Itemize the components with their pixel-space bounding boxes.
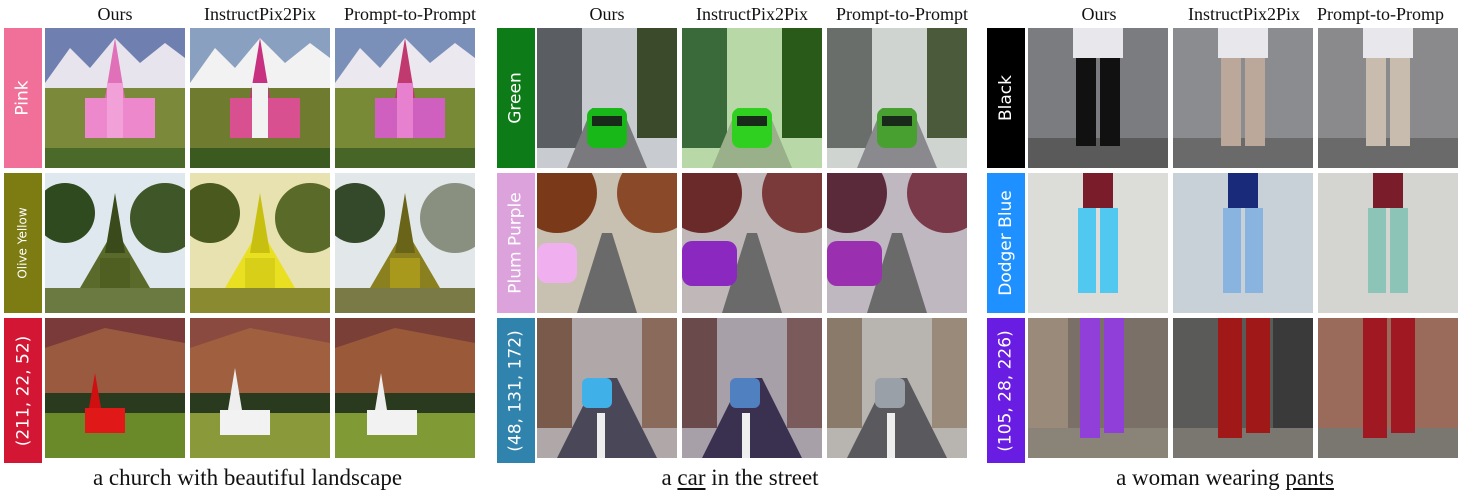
image-pants-black-prompt-to-prompt [1318,28,1458,168]
column-header-ours: Ours [589,4,625,24]
image-pants-purple-instructpix2pix [1173,318,1313,458]
image-pants-purple-ours [1028,318,1168,458]
image-car-green-instructpix2pix [682,28,822,168]
image-church-pink-prompt-to-prompt [335,28,475,168]
caption-church: a church with beautiful landscape [92,465,403,490]
column-header-instructpix2pix: InstructPix2Pix [203,4,316,24]
image-car-green-ours [537,28,677,168]
column-header-instructpix2pix: InstructPix2Pix [695,4,808,24]
church-group: Ours InstructPix2Pix Prompt-to-Prompt Pi… [0,0,480,495]
row-label-plum-purple: Plum Purple [497,173,535,313]
image-pants-blue-ours [1028,173,1168,313]
image-pants-blue-prompt-to-prompt [1318,173,1458,313]
image-church-pink-instructpix2pix [190,28,330,168]
image-pants-black-instructpix2pix [1173,28,1313,168]
image-car-plum-ours [537,173,677,313]
image-church-olive-ours [45,173,185,313]
image-church-pink-ours [45,28,185,168]
image-church-olive-instructpix2pix [190,173,330,313]
row-label-green: Green [497,28,535,168]
row-label-rgb-48-131-172: (48, 131, 172) [497,318,535,463]
row-label-pink: Pink [4,28,42,168]
row-label-rgb-105-28-226: (105, 28, 226) [987,318,1025,463]
image-car-plum-prompt-to-prompt [827,173,967,313]
column-header-ours: Ours [97,4,133,24]
image-pants-blue-instructpix2pix [1173,173,1313,313]
column-header-prompt-to-prompt: Prompt-to-Prompt [343,4,476,24]
image-church-olive-prompt-to-prompt [335,173,475,313]
image-car-plum-instructpix2pix [682,173,822,313]
image-car-blue-ours [537,318,677,458]
column-header-instructpix2pix: InstructPix2Pix [1187,4,1300,24]
row-label-olive-yellow: Olive Yellow [4,173,42,313]
image-car-blue-prompt-to-prompt [827,318,967,458]
image-pants-purple-prompt-to-prompt [1318,318,1458,458]
column-header-ours: Ours [1081,4,1117,24]
image-car-green-prompt-to-prompt [827,28,967,168]
image-pants-black-ours [1028,28,1168,168]
image-car-blue-instructpix2pix [682,318,822,458]
car-group: Ours InstructPix2Pix Prompt-to-Prompt Gr… [495,0,975,495]
caption-woman: a woman wearing pants [1116,465,1334,490]
caption-car: a car in the street [661,465,819,490]
image-church-red-instructpix2pix [190,318,330,458]
row-label-black: Black [987,28,1025,168]
row-label-rgb-211-22-52: (211, 22, 52) [4,318,42,463]
column-header-prompt-to-prompt: Prompt-to-Prompt [835,4,968,24]
row-label-dodger-blue: Dodger Blue [987,173,1025,313]
image-church-red-ours [45,318,185,458]
woman-group: Ours InstructPix2Pix Prompt-to-Promp Bla… [985,0,1465,495]
image-church-red-prompt-to-prompt [335,318,475,458]
column-header-prompt-to-promp: Prompt-to-Promp [1317,4,1445,24]
